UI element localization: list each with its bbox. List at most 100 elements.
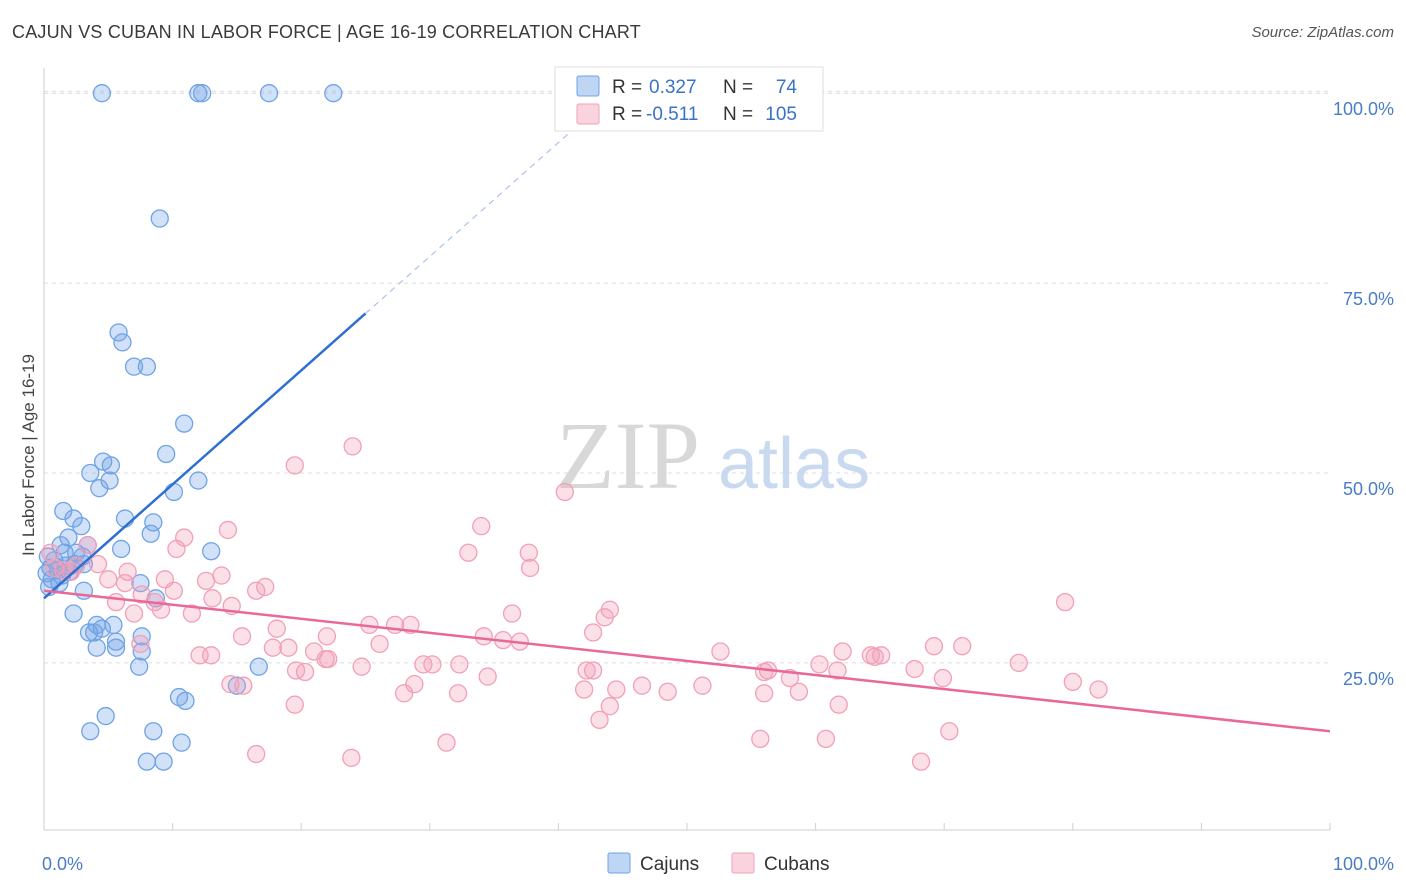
cajun-point <box>172 733 191 752</box>
cuban-point <box>151 600 171 619</box>
y-tick-label: 50.0% <box>1343 479 1394 499</box>
cajun-point <box>106 632 126 651</box>
cuban-point <box>474 627 493 646</box>
cuban-point <box>203 589 222 608</box>
cajun-point <box>141 524 160 543</box>
cuban-point <box>450 655 469 674</box>
cuban-point <box>88 554 108 574</box>
legend-r-label: R = <box>612 104 642 125</box>
cuban-point <box>478 667 497 686</box>
source-label: Source: ZipAtlas.com <box>1251 24 1394 41</box>
legend-r-label: R = <box>612 77 642 98</box>
cuban-point <box>118 562 137 581</box>
cajun-point <box>64 509 83 528</box>
cuban-point <box>583 661 603 680</box>
cajun-point <box>324 84 343 103</box>
cuban-point <box>502 604 522 623</box>
cuban-point <box>342 748 361 767</box>
cuban-point <box>78 536 97 555</box>
cuban-point <box>232 627 252 646</box>
cuban-point <box>924 637 944 656</box>
cuban-point <box>590 710 609 730</box>
cuban-point <box>279 638 298 657</box>
cajun-point <box>115 509 135 528</box>
cuban-point <box>1089 680 1108 699</box>
cajun-point <box>132 642 151 661</box>
cuban-point <box>267 619 286 638</box>
x-tick-label-max: 100.0% <box>1333 854 1394 874</box>
y-tick-labels: 25.0% 50.0% 75.0% 100.0% <box>1333 99 1394 689</box>
cajun-point <box>64 604 83 623</box>
cuban-point <box>317 627 337 646</box>
cajun-point <box>79 623 99 642</box>
cajun-point <box>154 752 173 771</box>
cajun-point <box>137 752 157 771</box>
legend-swatch-cajuns <box>576 75 600 97</box>
legend-n-value-cubans: 105 <box>765 104 797 125</box>
cuban-point <box>247 744 266 764</box>
cuban-point <box>600 697 619 716</box>
cuban-point <box>448 684 468 703</box>
cajun-point <box>157 444 176 464</box>
series-legend-label-cubans: Cubans <box>764 854 830 875</box>
legend-r-value-cajuns: 0.327 <box>649 77 697 98</box>
watermark: ZIP atlas <box>556 402 870 509</box>
cuban-point <box>394 684 414 703</box>
legend-n-value-cajuns: 74 <box>776 77 798 98</box>
cuban-point <box>911 752 931 771</box>
cuban-point <box>190 646 209 665</box>
cajun-point <box>96 706 115 726</box>
cuban-point <box>595 608 614 627</box>
cuban-point <box>212 566 231 585</box>
series-legend-swatch-cajuns <box>607 852 631 874</box>
cuban-point <box>828 661 847 680</box>
cuban-point <box>607 680 626 699</box>
cuban-point <box>905 659 924 679</box>
cuban-trend-line <box>43 589 1331 733</box>
cuban-point <box>285 695 304 714</box>
cuban-point <box>124 604 144 623</box>
cuban-point <box>352 657 371 676</box>
cuban-point <box>519 543 538 562</box>
cuban-point <box>1063 672 1082 692</box>
cuban-point <box>1055 592 1075 612</box>
legend-n-label: N = <box>723 77 753 98</box>
cajun-point <box>259 84 279 103</box>
cajun-point <box>164 482 184 502</box>
legend-box <box>554 66 824 132</box>
cuban-point <box>816 729 836 748</box>
cuban-point <box>164 581 184 600</box>
cajun-point <box>101 456 121 475</box>
cajun-point <box>81 722 100 741</box>
chart-title: CAJUN VS CUBAN IN LABOR FORCE | AGE 16-1… <box>12 22 641 42</box>
cajun-point <box>81 463 100 483</box>
cuban-point <box>583 623 603 642</box>
cuban-point <box>865 647 884 666</box>
cuban-point <box>343 437 362 456</box>
cuban-point <box>872 646 891 665</box>
cuban-point <box>658 682 677 701</box>
legend-swatch-cubans <box>576 103 600 125</box>
cuban-point <box>295 662 315 682</box>
cuban-point <box>1009 653 1028 673</box>
cuban-point <box>218 520 238 540</box>
cuban-point <box>472 517 491 536</box>
cuban-point <box>131 634 150 654</box>
cuban-point <box>167 539 186 559</box>
cuban-point <box>285 456 304 475</box>
x-tick-labels: 0.0% 100.0% <box>42 854 1394 874</box>
legend: R = 0.327 N = 74 R = -0.511 N = 105 <box>554 66 824 132</box>
cuban-point <box>99 570 118 589</box>
cajun-point <box>90 479 109 498</box>
x-tick-label-min: 0.0% <box>42 854 83 874</box>
legend-n-label: N = <box>723 104 753 125</box>
cajun-point <box>109 323 128 342</box>
series-legend-label-cajuns: Cajuns <box>640 854 699 875</box>
series-legend: Cajuns Cubans <box>607 852 830 875</box>
cajun-point <box>202 542 221 561</box>
cuban-point <box>693 676 712 695</box>
cajun-point <box>144 513 163 532</box>
y-tick-label: 25.0% <box>1343 669 1394 689</box>
cajun-point <box>54 501 73 521</box>
cuban-point <box>61 562 81 581</box>
